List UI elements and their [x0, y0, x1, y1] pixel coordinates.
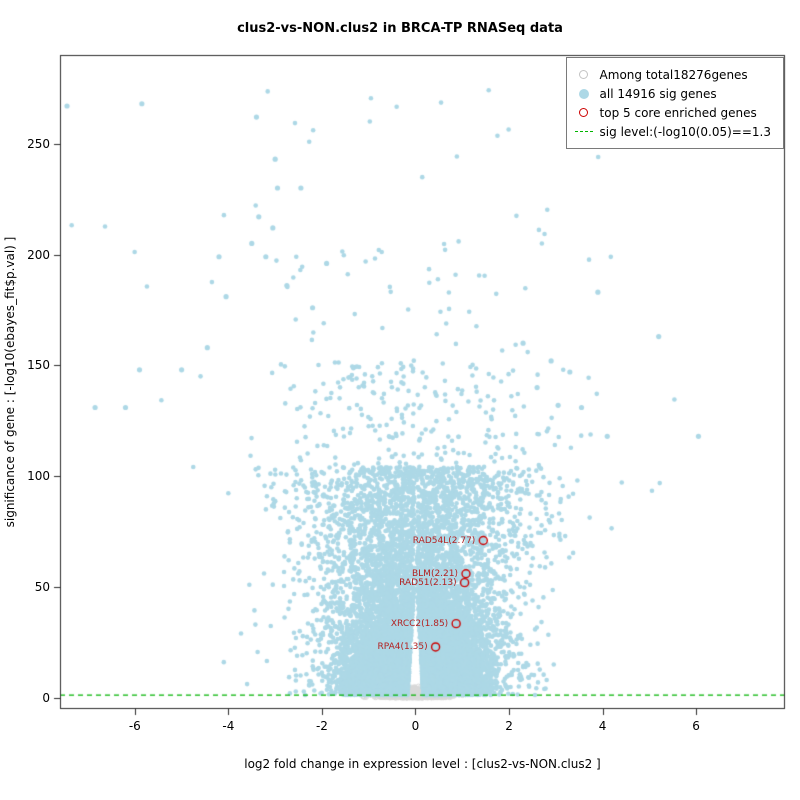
legend-entry-label: sig level:(-log10(0.05)==1.3 — [599, 124, 771, 139]
chart-title: clus2-vs-NON.clus2 in BRCA-TP RNASeq dat… — [237, 21, 563, 36]
gene-label: XRCC2(1.85) — [390, 618, 449, 629]
gene-label: RAD54L(2.77) — [412, 535, 476, 546]
legend-entry-label: all 14916 sig genes — [599, 86, 717, 101]
legend-entry: all 14916 sig genes — [575, 84, 771, 103]
y-tick-label: 150 — [27, 358, 50, 373]
y-tick-label: 100 — [27, 469, 50, 484]
legend-box: Among total18276genes all 14916 sig genes… — [565, 57, 784, 149]
gene-label: RAD51(2.13) — [399, 577, 457, 588]
x-tick-label: -6 — [128, 719, 141, 733]
y-tick-label: 250 — [27, 136, 50, 151]
x-tick-label: -2 — [315, 719, 328, 733]
x-tick-label: 2 — [505, 719, 513, 733]
gene-label: RPA4(1.35) — [377, 641, 428, 652]
legend-entry: sig level:(-log10(0.05)==1.3 — [574, 122, 771, 141]
legend-entry: Among total18276genes — [575, 65, 771, 84]
x-tick-label: -4 — [222, 719, 235, 733]
y-tick-label: 50 — [34, 580, 50, 595]
legend-entry-label: Among total18276genes — [599, 67, 748, 82]
x-tick-label: 6 — [692, 719, 700, 733]
y-tick-label: 0 — [42, 690, 50, 705]
legend-entry: top 5 core enriched genes — [575, 103, 771, 122]
y-axis-label: significance of gene : [-log10(ebayes_fi… — [3, 236, 17, 528]
x-tick-label: 0 — [411, 719, 420, 733]
legend-marker-open-circle-icon — [575, 106, 593, 120]
legend-entry-label: top 5 core enriched genes — [599, 105, 757, 120]
legend-marker-open-circle-icon — [575, 68, 593, 82]
y-tick-label: 200 — [27, 247, 50, 262]
gene-label: BLM(2.21) — [411, 568, 458, 579]
x-axis-label: log2 fold change in expression level : [… — [244, 757, 601, 771]
x-tick-label: 4 — [598, 719, 607, 733]
legend-marker-dashed-line-icon — [574, 125, 593, 139]
legend-marker-filled-circle-icon — [575, 87, 593, 101]
